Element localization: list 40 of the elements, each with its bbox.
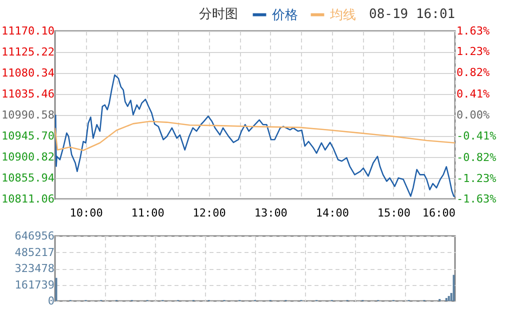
y2-tick-label: -1.23% bbox=[456, 172, 497, 185]
y-tick-label: 11125.22 bbox=[2, 46, 54, 58]
y-tick-label: 646956 bbox=[14, 230, 54, 242]
x-tick-label: 15:00 bbox=[377, 206, 411, 220]
y2-tick-label: 1.23% bbox=[456, 45, 490, 58]
line-series bbox=[55, 74, 455, 197]
y-tick-label: 10990.58 bbox=[2, 108, 54, 122]
legend-label: 价格 bbox=[271, 8, 298, 23]
y-tick-label: 11080.34 bbox=[2, 66, 55, 80]
bar bbox=[55, 278, 58, 301]
y-tick-label: 161739 bbox=[14, 278, 54, 292]
y2-tick-label: -0.82% bbox=[456, 150, 497, 164]
text: 08-19 16:01 bbox=[369, 7, 456, 22]
y2-tick-label: -0.41% bbox=[456, 130, 497, 143]
legend-label: 均线 bbox=[329, 8, 356, 23]
bar bbox=[448, 296, 450, 301]
y-tick-label: 11170.10 bbox=[2, 24, 54, 38]
bar bbox=[452, 274, 455, 301]
y-tick-label: 10855.94 bbox=[2, 172, 55, 184]
x-tick-label: 10:00 bbox=[70, 206, 103, 220]
x-tick-label: 12:00 bbox=[192, 206, 226, 220]
y2-tick-label: -1.63% bbox=[456, 192, 497, 206]
y-tick-label: 0 bbox=[48, 294, 54, 308]
y2-tick-label: 0.41% bbox=[456, 87, 490, 100]
x-tick-label: 13:00 bbox=[254, 206, 288, 220]
y2-tick-label: 1.63% bbox=[456, 24, 490, 38]
y-tick-label: 11035.46 bbox=[2, 88, 54, 100]
y2-tick-label: 0.00% bbox=[456, 108, 490, 122]
x-tick-label: 16:00 bbox=[422, 206, 456, 220]
x-tick-label: 11:00 bbox=[131, 206, 164, 220]
bar bbox=[445, 298, 448, 301]
y-tick-label: 485217 bbox=[14, 246, 54, 259]
y-tick-label: 10945.70 bbox=[2, 130, 54, 142]
x-tick-label: 14:00 bbox=[316, 206, 349, 220]
line-series bbox=[55, 120, 455, 152]
y2-tick-label: 0.82% bbox=[456, 66, 490, 80]
y-tick-label: 10811.06 bbox=[2, 192, 54, 206]
y-tick-label: 323478 bbox=[14, 262, 54, 275]
y-tick-label: 10900.82 bbox=[2, 150, 54, 164]
chart-title: 分时图 bbox=[199, 7, 238, 22]
